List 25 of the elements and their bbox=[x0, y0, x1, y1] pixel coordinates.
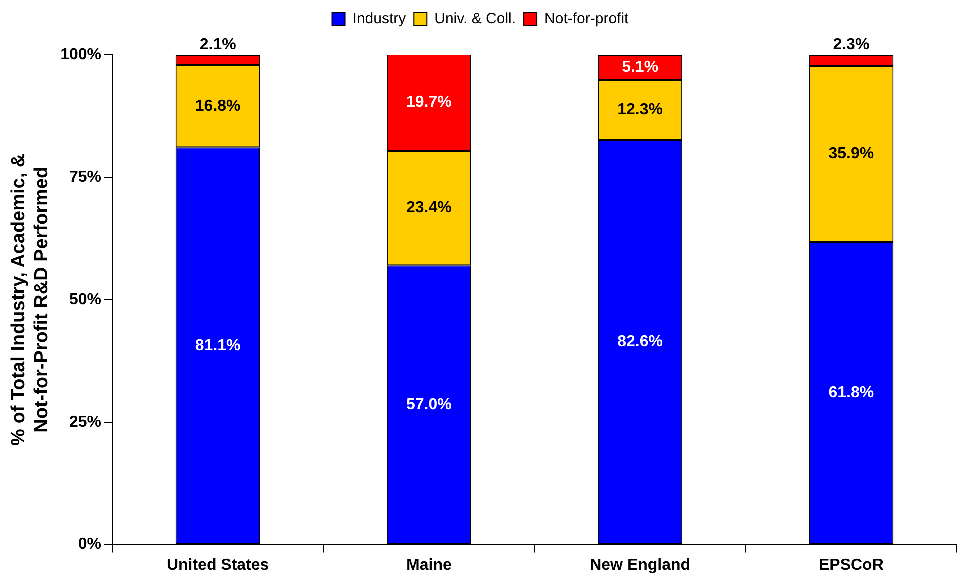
data-label: 35.9% bbox=[828, 146, 874, 163]
data-label: 57.0% bbox=[406, 396, 452, 414]
data-label: 2.3% bbox=[833, 36, 870, 54]
x-tick-label: Maine bbox=[406, 556, 452, 574]
data-label: 5.1% bbox=[622, 58, 659, 76]
y-tick-label: 50% bbox=[69, 291, 102, 308]
x-tick-label: EPSCoR bbox=[818, 556, 884, 574]
y-tick-label: 25% bbox=[69, 414, 102, 431]
data-label: 19.7% bbox=[406, 94, 452, 112]
x-tick-label: New England bbox=[590, 556, 691, 574]
data-label: 16.8% bbox=[195, 98, 241, 115]
data-label: 81.1% bbox=[195, 337, 241, 354]
x-tick-label: United States bbox=[166, 556, 270, 574]
data-label: 2.1% bbox=[200, 36, 236, 54]
y-tick-label: 100% bbox=[60, 46, 102, 64]
data-label: 23.4% bbox=[406, 200, 452, 217]
data-label: 61.8% bbox=[828, 384, 874, 402]
legend-label: Industry bbox=[352, 10, 407, 28]
y-axis-title: % of Total Industry, Academic, & Not-for-Profit R&D Performed bbox=[8, 154, 52, 446]
data-label: 12.3% bbox=[618, 102, 664, 119]
data-label: 82.6% bbox=[618, 334, 664, 351]
legend-label: Univ. & Coll. bbox=[434, 10, 516, 28]
legend-label: Not-for-profit bbox=[544, 10, 630, 28]
y-tick-label: 75% bbox=[69, 168, 102, 186]
y-tick-label: 0% bbox=[78, 536, 102, 554]
